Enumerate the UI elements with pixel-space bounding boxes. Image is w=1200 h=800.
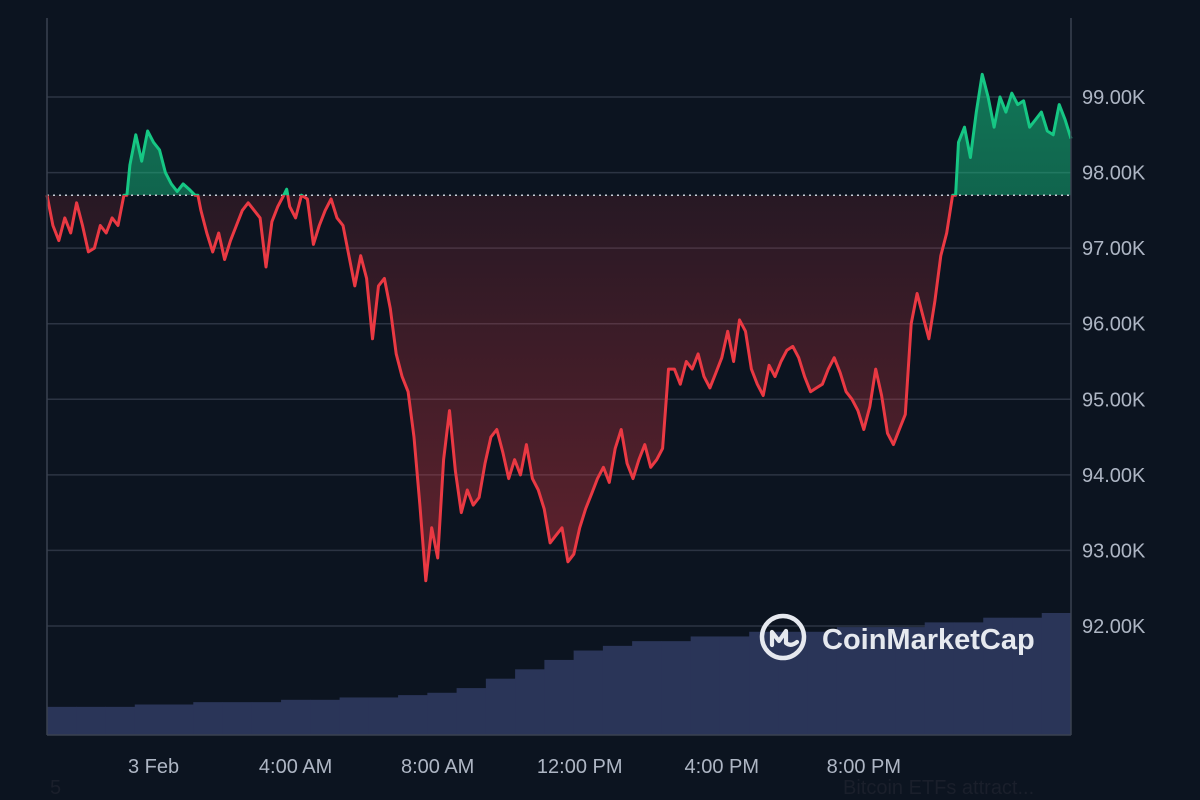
y-axis-labels: 99.00K 98.00K 97.00K 96.00K 95.00K 94.00K 93.0… [1082,87,1146,638]
volume-bar [544,659,575,735]
volume-bar [222,702,253,735]
y-tick-label: 95.00K [1082,389,1146,411]
coinmarketcap-logo-icon [759,613,807,661]
price-area-below [47,195,1071,581]
footer-left-text: 5 [50,777,62,799]
volume-bar [164,704,194,735]
y-tick-label: 99.00K [1082,87,1146,109]
volume-bar [398,695,428,735]
volume-bar [573,650,604,735]
price-line-down [45,195,958,583]
x-tick-label: 12:00 PM [537,756,623,778]
y-tick-label: 93.00K [1082,540,1146,562]
volume-bar [281,699,311,735]
volume-bar [924,622,955,735]
volume-bar [953,622,984,735]
volume-bar [866,627,896,735]
volume-bar [134,704,165,735]
y-tick-label: 92.00K [1082,616,1146,638]
volume-bar [807,631,838,735]
volume-bar [719,636,750,735]
x-tick-label: 8:00 AM [401,756,474,778]
price-line [45,72,1073,583]
volume-bar [251,702,282,735]
y-tick-label: 96.00K [1082,314,1146,336]
volume-bar [632,641,662,735]
volume-bar [690,636,721,735]
volume-bar [602,645,633,735]
volume-bar [836,627,867,735]
volume-bar [193,702,224,735]
y-tick-label: 97.00K [1082,238,1146,260]
brand-name: CoinMarketCap [822,624,1035,656]
x-tick-label: 8:00 PM [827,756,901,778]
y-tick-label: 98.00K [1082,163,1146,185]
volume-bar [76,706,107,735]
volume-bar [983,617,1013,735]
volume-bar [1012,617,1043,735]
x-tick-label: 4:00 PM [685,756,759,778]
coinmarketcap-watermark: CoinMarketCap [759,613,1035,661]
volume-bar [456,688,487,735]
volume-bar [661,641,692,735]
x-tick-label: 3 Feb [128,756,179,778]
volume-bar [339,697,370,735]
volume-bar [47,706,77,735]
x-tick-label: 4:00 AM [259,756,332,778]
volume-bar [368,697,399,735]
volume-bar [105,706,136,735]
volume-bar [1041,613,1072,735]
volume-bar [427,692,458,735]
volume-bar [895,627,926,735]
price-area-above [47,74,1071,196]
x-axis-labels: 3 Feb 4:00 AM 8:00 AM 12:00 PM 4:00 PM 8:00 P… [128,756,901,778]
volume-bar [310,699,341,735]
plot-frame [46,18,1072,736]
volume-bar [515,669,545,735]
volume-bar [778,631,809,735]
price-area [47,74,1071,581]
volume-bars [47,613,1072,735]
volume-bar [485,678,516,735]
y-tick-label: 94.00K [1082,465,1146,487]
footer-news-snippet[interactable]: Bitcoin ETFs attract... [843,777,1035,799]
